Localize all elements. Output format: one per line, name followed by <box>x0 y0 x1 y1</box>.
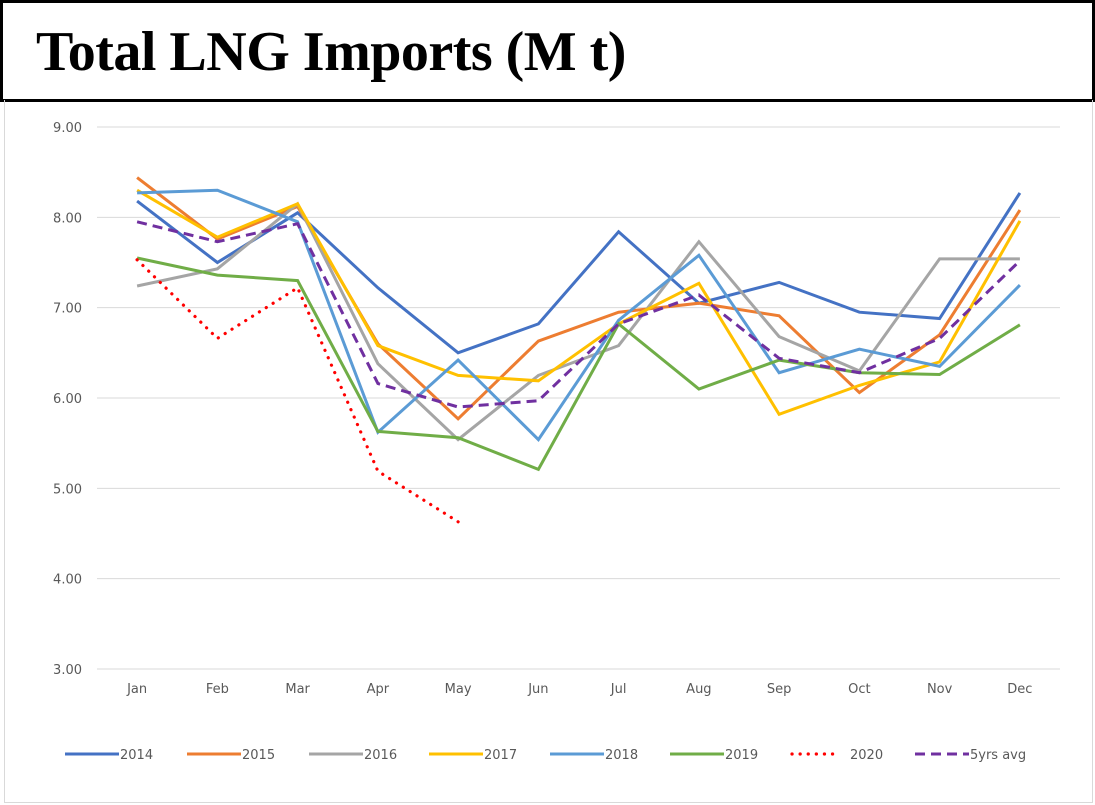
legend-label: 2017 <box>484 748 517 763</box>
legend-label: 2016 <box>364 748 397 763</box>
y-axis-ticks: 3.00 4.00 5.00 6.00 7.00 8.00 9.00 <box>53 121 82 678</box>
y-tick-label: 3.00 <box>53 663 82 678</box>
y-tick-label: 4.00 <box>53 573 82 588</box>
series-lines <box>135 176 1022 524</box>
y-tick-label: 9.00 <box>53 121 82 136</box>
x-tick-label: Dec <box>1007 682 1032 697</box>
x-tick-label: Jan <box>126 682 147 697</box>
legend-item-2016: 2016 <box>309 748 397 763</box>
x-tick-label: Apr <box>367 682 390 697</box>
x-tick-label: Oct <box>848 682 870 697</box>
x-tick-label: Jun <box>527 682 548 697</box>
legend-item-2019: 2019 <box>670 748 758 763</box>
legend-item-2014: 2014 <box>65 748 153 763</box>
chart-frame <box>4 100 1093 803</box>
legend-item-2020: 2020 <box>790 748 883 763</box>
series-line-2017 <box>136 188 1022 417</box>
x-tick-label: Nov <box>927 682 953 697</box>
legend-label: 2020 <box>850 748 883 763</box>
title-box: Total LNG Imports (M t) <box>0 0 1095 102</box>
x-tick-label: Aug <box>686 682 711 697</box>
x-tick-label: Jul <box>610 682 627 697</box>
y-tick-label: 6.00 <box>53 392 82 407</box>
legend-item-2017: 2017 <box>429 748 517 763</box>
legend-item-2018: 2018 <box>550 748 638 763</box>
series-line-2014 <box>136 192 1022 355</box>
series-line-2016 <box>136 201 1020 442</box>
legend-item-5yrs-avg: 5yrs avg <box>915 748 1026 763</box>
legend-label: 2014 <box>120 748 153 763</box>
x-tick-label: May <box>445 682 472 697</box>
legend-label: 2019 <box>725 748 758 763</box>
series-line-5yrs-avg <box>136 220 1021 409</box>
legend-label: 2018 <box>605 748 638 763</box>
y-tick-label: 5.00 <box>53 482 82 497</box>
x-tick-label: Feb <box>206 682 229 697</box>
x-axis-ticks: Jan Feb Mar Apr May Jun Jul Aug Sep Oct Nov Dec <box>126 682 1032 697</box>
x-tick-label: Mar <box>285 682 310 697</box>
series-line-2019 <box>136 256 1021 472</box>
series-line-2020 <box>135 258 460 524</box>
y-tick-label: 8.00 <box>53 211 82 226</box>
y-tick-label: 7.00 <box>53 302 82 317</box>
gridlines <box>97 126 1060 670</box>
legend-label: 2015 <box>242 748 275 763</box>
x-tick-label: Sep <box>767 682 792 697</box>
legend: 2014 2015 2016 2017 2018 2019 2020 5yrs avg <box>65 748 1026 763</box>
chart-title: Total LNG Imports (M t) <box>36 21 626 83</box>
legend-label: 5yrs avg <box>970 748 1026 763</box>
series-line-2018 <box>137 188 1021 442</box>
legend-item-2015: 2015 <box>187 748 275 763</box>
